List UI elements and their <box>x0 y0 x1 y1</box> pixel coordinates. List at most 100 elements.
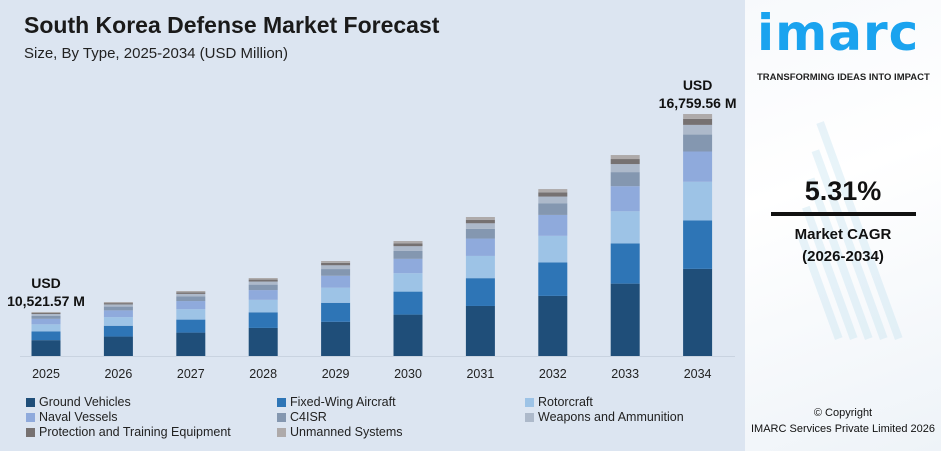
bar-segment-2030-rotorcraft <box>393 273 423 292</box>
total-label-unit: USD <box>683 77 713 93</box>
divider <box>771 212 916 216</box>
x-tick-label: 2034 <box>684 367 712 381</box>
total-label-unit: USD <box>31 275 61 291</box>
bar-segment-2029-fixed-wing-aircraft <box>321 302 351 322</box>
legend-item: Rotorcraft <box>525 395 593 409</box>
legend-swatch <box>26 397 35 407</box>
bar-segment-2025-c4isr <box>31 315 61 319</box>
total-label-value: 16,759.56 M <box>659 95 737 111</box>
bar-segment-2027-unmanned-systems <box>176 290 206 293</box>
legend-label: Naval Vessels <box>39 410 118 424</box>
bar-segment-2025-naval-vessels <box>31 318 61 325</box>
bar-segment-2025-unmanned-systems <box>31 311 61 313</box>
legend-label: Unmanned Systems <box>290 425 403 439</box>
legend-swatch <box>525 412 534 422</box>
bar-segment-2026-rotorcraft <box>103 317 133 326</box>
bar-segment-2031-rotorcraft <box>465 255 495 279</box>
bar-segment-2032-c4isr <box>538 203 568 215</box>
bar-segment-2029-naval-vessels <box>321 275 351 288</box>
bar-segment-2034-fixed-wing-aircraft <box>683 220 713 269</box>
background-chart-graphic <box>797 121 903 340</box>
x-tick-label: 2033 <box>611 367 639 381</box>
legend-swatch <box>26 427 35 437</box>
bar-segment-2034-rotorcraft <box>683 181 713 221</box>
bar-segment-2030-weapons-and-ammunition <box>393 246 423 251</box>
bar-segment-2030-naval-vessels <box>393 258 423 274</box>
bar-segment-2031-weapons-and-ammunition <box>465 223 495 229</box>
bar-segment-2029-rotorcraft <box>321 287 351 303</box>
legend-item: C4ISR <box>277 410 327 424</box>
bar-segment-2026-unmanned-systems <box>103 302 133 304</box>
bar-segment-2031-protection-and-training-equipment <box>465 219 495 224</box>
brand-tagline: TRANSFORMING IDEAS INTO IMPACT <box>757 72 930 83</box>
bar-segment-2031-unmanned-systems <box>465 217 495 220</box>
cagr-period: (2026-2034) <box>802 248 884 265</box>
bar-segment-2033-fixed-wing-aircraft <box>610 243 640 284</box>
x-tick-label: 2029 <box>322 367 350 381</box>
bar-segment-2034-ground-vehicles <box>683 268 713 356</box>
bar-segment-2028-rotorcraft <box>248 299 278 313</box>
x-tick-label: 2030 <box>394 367 422 381</box>
bar-segment-2032-weapons-and-ammunition <box>538 196 568 204</box>
bar-segment-2026-naval-vessels <box>103 310 133 318</box>
bar-segment-2025-ground-vehicles <box>31 340 61 356</box>
bar-segment-2027-fixed-wing-aircraft <box>176 319 206 333</box>
bar-segment-2030-ground-vehicles <box>393 314 423 356</box>
bar-segment-2033-rotorcraft <box>610 211 640 244</box>
bar-segment-2029-ground-vehicles <box>321 321 351 356</box>
chart-title: South Korea Defense Market Forecast <box>24 12 440 38</box>
bar-segment-2034-c4isr <box>683 134 713 152</box>
x-tick-label: 2031 <box>466 367 494 381</box>
legend-label: C4ISR <box>290 410 327 424</box>
x-tick-label: 2027 <box>177 367 205 381</box>
x-tick-label: 2025 <box>32 367 60 381</box>
bar-segment-2033-ground-vehicles <box>610 283 640 356</box>
bar-segment-2030-unmanned-systems <box>393 241 423 244</box>
bar-segment-2025-protection-and-training-equipment <box>31 312 61 314</box>
bar-segment-2033-c4isr <box>610 172 640 187</box>
bar-segment-2027-ground-vehicles <box>176 332 206 356</box>
legend-item: Fixed-Wing Aircraft <box>277 395 396 409</box>
bar-segment-2027-rotorcraft <box>176 309 206 320</box>
legend-label: Ground Vehicles <box>39 395 131 409</box>
bar-segment-2034-protection-and-training-equipment <box>683 118 713 125</box>
bar-segment-2033-protection-and-training-equipment <box>610 159 640 165</box>
cagr-value: 5.31% <box>804 176 882 206</box>
legend-swatch <box>277 397 286 407</box>
legend-swatch <box>525 397 534 407</box>
legend-label: Fixed-Wing Aircraft <box>290 395 396 409</box>
bar-segment-2034-unmanned-systems <box>683 114 713 119</box>
bar-segment-2030-fixed-wing-aircraft <box>393 291 423 315</box>
bar-segment-2029-unmanned-systems <box>321 261 351 263</box>
info-panel: imarc TRANSFORMING IDEAS INTO IMPACT 5.3… <box>745 0 941 451</box>
chart-subtitle: Size, By Type, 2025-2034 (USD Million) <box>24 45 289 62</box>
bar-segment-2033-weapons-and-ammunition <box>610 164 640 173</box>
bar-segment-2025-weapons-and-ammunition <box>31 313 61 316</box>
bar-segment-2034-naval-vessels <box>683 151 713 182</box>
bar-segment-2030-c4isr <box>393 250 423 259</box>
bar-segment-2033-naval-vessels <box>610 186 640 212</box>
bar-segment-2025-rotorcraft <box>31 324 61 332</box>
legend-item: Weapons and Ammunition <box>525 410 684 424</box>
legend-swatch <box>277 412 286 422</box>
bar-segment-2027-c4isr <box>176 296 206 302</box>
bar-segment-2028-c4isr <box>248 284 278 291</box>
legend-swatch <box>26 412 35 422</box>
chart-panel: South Korea Defense Market Forecast Size… <box>0 0 745 451</box>
x-tick-label: 2026 <box>104 367 132 381</box>
bar-segment-2028-unmanned-systems <box>248 278 278 280</box>
bar-segment-2032-ground-vehicles <box>538 295 568 356</box>
bar-segment-2028-naval-vessels <box>248 290 278 300</box>
legend-label: Weapons and Ammunition <box>538 410 684 424</box>
total-label-value: 10,521.57 M <box>7 293 85 309</box>
bar-segment-2028-weapons-and-ammunition <box>248 281 278 285</box>
legend-label: Protection and Training Equipment <box>39 425 231 439</box>
bar-segment-2032-unmanned-systems <box>538 189 568 193</box>
imarc-logo: imarc <box>757 4 920 62</box>
bar-segment-2029-c4isr <box>321 269 351 276</box>
bar-segment-2034-weapons-and-ammunition <box>683 124 713 135</box>
bar-segment-2031-naval-vessels <box>465 238 495 256</box>
x-tick-label: 2028 <box>249 367 277 381</box>
x-tick-label: 2032 <box>539 367 567 381</box>
copyright-line1: © Copyright <box>813 407 873 419</box>
